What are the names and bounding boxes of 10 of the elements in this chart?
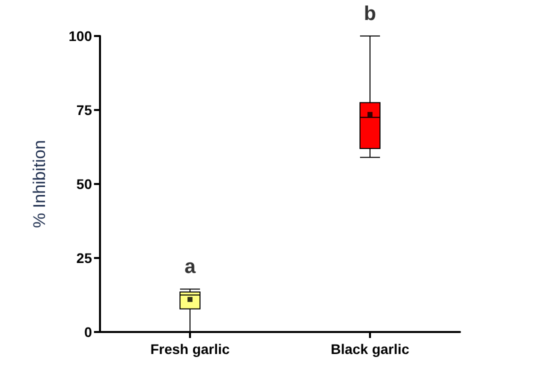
x-tick-label: Fresh garlic	[150, 341, 230, 357]
annotation: a	[184, 256, 196, 278]
y-tick-label: 100	[68, 28, 92, 44]
y-tick-label: 0	[84, 324, 92, 340]
y-axis-title: % Inhibition	[30, 140, 49, 228]
annotation: b	[364, 3, 376, 25]
y-tick-label: 25	[76, 250, 92, 266]
y-tick-label: 75	[76, 102, 92, 118]
y-tick-label: 50	[76, 176, 92, 192]
x-tick-label: Black garlic	[330, 341, 410, 357]
